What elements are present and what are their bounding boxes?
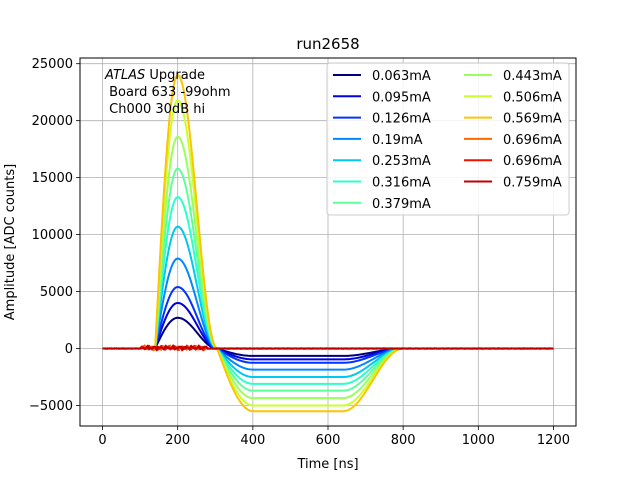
legend-label: 0.126mA bbox=[372, 112, 431, 127]
y-axis-label: Amplitude [ADC counts] bbox=[3, 164, 18, 320]
atlas-annotation: ATLAS Upgrade Board 633 -99ohm Ch000 30d… bbox=[104, 68, 231, 117]
y-tick-label: 20000 bbox=[32, 114, 73, 129]
y-tick-label: 10000 bbox=[32, 228, 73, 243]
legend-label: 0.759mA bbox=[503, 176, 562, 191]
legend-label: 0.696mA bbox=[503, 154, 562, 169]
annotation-line-1: ATLAS Upgrade bbox=[104, 68, 205, 83]
x-tick-label: 0 bbox=[98, 433, 106, 448]
annotation-upgrade: Upgrade bbox=[145, 68, 205, 83]
legend-label: 0.19mA bbox=[372, 133, 423, 148]
legend-box bbox=[326, 62, 570, 216]
x-tick-label: 1200 bbox=[537, 433, 570, 448]
legend-label: 0.443mA bbox=[503, 69, 562, 84]
legend-label: 0.506mA bbox=[503, 90, 562, 105]
y-tick-label: 5000 bbox=[40, 285, 73, 300]
x-tick-label: 1000 bbox=[462, 433, 495, 448]
legend-label: 0.316mA bbox=[372, 176, 431, 191]
x-axis-label: Time [ns] bbox=[296, 457, 358, 472]
legend-label: 0.095mA bbox=[372, 90, 431, 105]
legend: 0.063mA 0.095mA 0.126mA 0.19mA 0.253mA 0.316m… bbox=[326, 62, 570, 216]
x-tick-label: 400 bbox=[240, 433, 265, 448]
series-lines bbox=[102, 74, 554, 413]
legend-label: 0.696mA bbox=[503, 133, 562, 148]
legend-label: 0.569mA bbox=[503, 112, 562, 127]
y-tick-label: 0 bbox=[65, 342, 73, 357]
ticks: 0 200 400 600 800 1000 1200 −5000 0 5000 10000 1500… bbox=[29, 57, 570, 448]
chart-title: run2658 bbox=[296, 35, 359, 53]
y-tick-label: −5000 bbox=[29, 399, 73, 414]
y-tick-label: 15000 bbox=[32, 171, 73, 186]
y-tick-label: 25000 bbox=[32, 57, 73, 72]
legend-label: 0.379mA bbox=[372, 197, 431, 212]
annotation-atlas: ATLAS bbox=[104, 68, 145, 83]
x-tick-label: 600 bbox=[316, 433, 341, 448]
annotation-line-3: Ch000 30dB hi bbox=[105, 102, 205, 117]
x-tick-label: 200 bbox=[165, 433, 190, 448]
legend-label: 0.063mA bbox=[372, 69, 431, 84]
legend-label: 0.253mA bbox=[372, 154, 431, 169]
x-tick-label: 800 bbox=[391, 433, 416, 448]
annotation-line-2: Board 633 -99ohm bbox=[105, 85, 231, 100]
series-line bbox=[102, 344, 554, 352]
